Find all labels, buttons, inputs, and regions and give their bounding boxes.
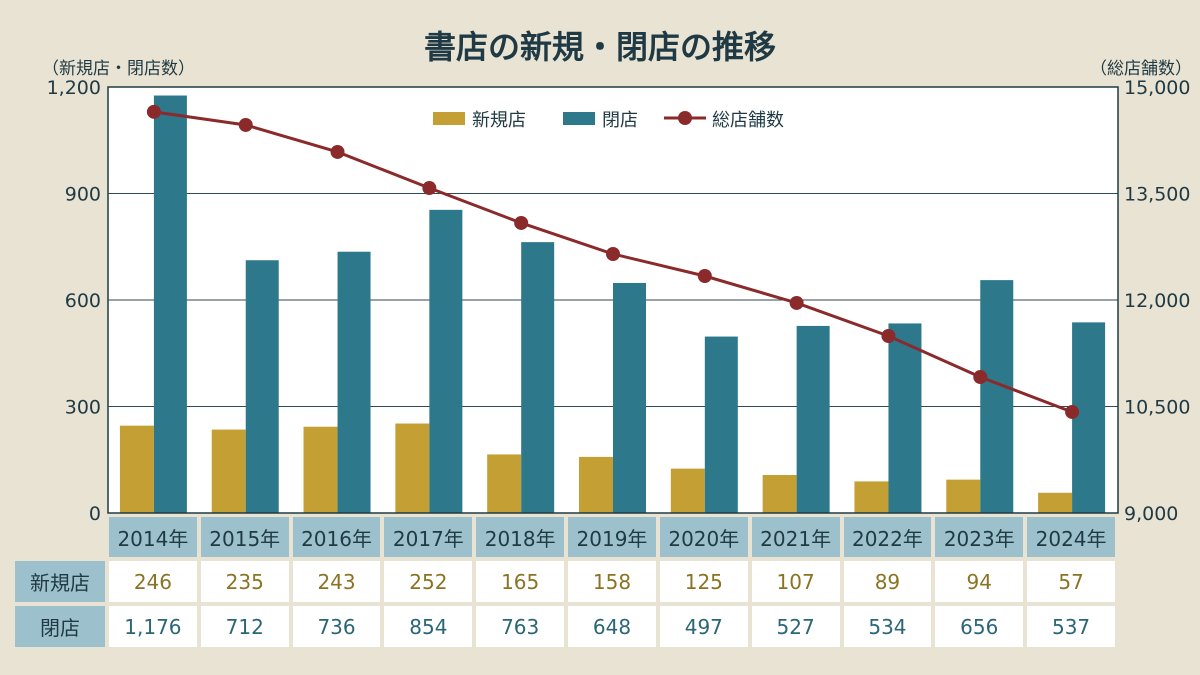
line-point: [238, 117, 253, 132]
year-header: 2017年: [384, 517, 473, 557]
year-header: 2022年: [843, 517, 932, 557]
cell-closed: 534: [843, 606, 932, 647]
legend-label-total: 総店舗数: [712, 110, 784, 131]
year-header: 2019年: [568, 517, 656, 557]
bar-closed-stores: [796, 325, 830, 513]
bar-closed-stores: [337, 251, 371, 513]
line-point: [606, 246, 620, 261]
bar-closed-stores: [613, 282, 646, 513]
cell-closed: 854: [384, 606, 473, 647]
cell-new: 57: [1027, 561, 1115, 602]
legend-label-new: 新規店: [472, 110, 526, 131]
bar-new-stores: [303, 426, 338, 513]
left-tick-label: 0: [89, 503, 101, 525]
line-point: [789, 295, 804, 310]
cell-new: 243: [292, 561, 381, 602]
right-tick-label: 15,000: [1124, 77, 1190, 99]
left-axis-label: （新規店・閉店数）: [42, 59, 195, 79]
right-tick-label: 12,000: [1124, 290, 1190, 312]
cell-closed: 537: [1027, 606, 1115, 647]
year-header: 2016年: [292, 517, 381, 557]
bar-new-stores: [854, 481, 889, 513]
line-point: [330, 144, 345, 159]
year-header: 2018年: [476, 517, 565, 557]
legend-swatch-new: [433, 112, 465, 125]
legend-marker-total: [678, 111, 692, 125]
year-header: 2024年: [1027, 517, 1115, 557]
year-header: 2023年: [935, 517, 1024, 557]
plot-border: [107, 86, 1119, 514]
right-axis-label: （総店舗数）: [1090, 59, 1192, 79]
line-point: [422, 181, 437, 196]
cell-new: 125: [659, 561, 748, 602]
line-point: [697, 269, 712, 284]
bar-new-stores: [487, 454, 522, 513]
left-tick-label: 300: [65, 397, 101, 419]
bar-new-stores: [762, 475, 797, 513]
bar-closed-stores: [1072, 322, 1106, 513]
cell-closed: 712: [200, 606, 289, 647]
line-point: [973, 370, 988, 385]
bar-closed-stores: [888, 323, 922, 513]
bar-closed-stores: [245, 260, 279, 513]
bar-closed-stores: [429, 209, 463, 513]
year-header: 2021年: [751, 517, 840, 557]
cell-closed: 527: [751, 606, 840, 647]
cell-closed: 763: [476, 606, 565, 647]
right-tick-label: 13,500: [1124, 184, 1190, 206]
year-header: 2015年: [200, 517, 289, 557]
bar-new-stores: [119, 425, 154, 513]
cell-new: 165: [476, 561, 565, 602]
right-tick-label: 10,500: [1124, 397, 1190, 419]
line-point: [1065, 404, 1080, 419]
year-header: 2014年: [109, 517, 197, 557]
right-tick-label: 9,000: [1124, 503, 1178, 525]
cell-new: 252: [384, 561, 473, 602]
left-tick-label: 1,200: [47, 77, 101, 99]
bar-closed-stores: [704, 336, 738, 513]
bar-new-stores: [579, 456, 613, 513]
bar-closed-stores: [521, 242, 555, 513]
line-point: [514, 215, 529, 230]
bar-new-stores: [946, 479, 981, 513]
bar-closed-stores: [980, 280, 1014, 513]
legend-label-closed: 閉店: [602, 110, 638, 131]
bar-new-stores: [1038, 492, 1073, 513]
legend-swatch-closed: [563, 112, 595, 125]
cell-new: 158: [568, 561, 656, 602]
line-point: [881, 328, 896, 343]
row-label-new: 新規店: [15, 561, 105, 602]
cell-closed: 648: [568, 606, 656, 647]
chart-title: 書店の新規・閉店の推移: [423, 28, 776, 66]
cell-new: 89: [843, 561, 932, 602]
year-header: 2020年: [659, 517, 748, 557]
left-tick-label: 900: [65, 184, 101, 206]
cell-closed: 1,176: [109, 606, 197, 647]
cell-closed: 497: [659, 606, 748, 647]
bar-closed-stores: [153, 95, 187, 514]
bar-new-stores: [670, 468, 705, 513]
cell-new: 107: [751, 561, 840, 602]
left-tick-label: 600: [65, 290, 101, 312]
bar-new-stores: [395, 423, 430, 513]
cell-closed: 736: [292, 606, 381, 647]
cell-new: 246: [109, 561, 197, 602]
cell-new: 94: [935, 561, 1024, 602]
cell-closed: 656: [935, 606, 1024, 647]
cell-new: 235: [200, 561, 289, 602]
row-label-closed: 閉店: [15, 606, 105, 647]
bar-new-stores: [211, 429, 246, 513]
line-point: [146, 104, 161, 119]
